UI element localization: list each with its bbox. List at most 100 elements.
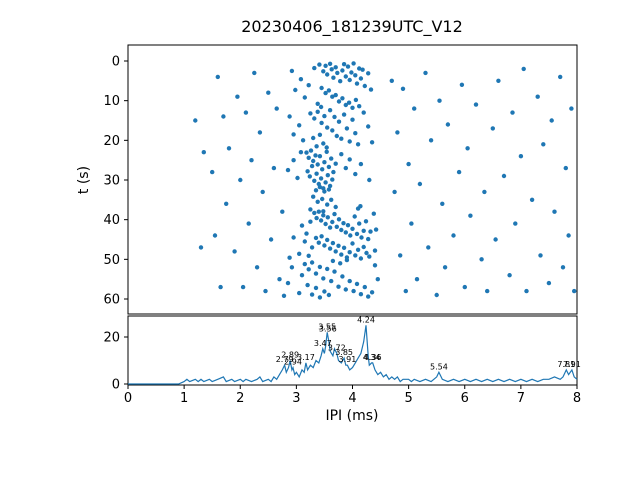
scatter-point <box>338 261 343 266</box>
scatter-point <box>212 233 218 238</box>
scatter-point <box>357 66 362 71</box>
scatter-point <box>368 87 374 92</box>
x-tick-label: 8 <box>573 391 581 406</box>
scatter-point <box>331 169 336 175</box>
scatter-point <box>406 161 411 167</box>
scatter-point <box>252 70 257 76</box>
scatter-point <box>210 169 215 175</box>
scatter-point <box>321 213 326 218</box>
scatter-point <box>313 188 319 193</box>
scatter-point <box>322 243 327 248</box>
scatter-point <box>361 244 366 250</box>
scatter-point <box>341 221 346 226</box>
peak-annotation: 4.34 <box>363 353 381 362</box>
scatter-point <box>329 278 334 284</box>
scatter-point <box>355 142 361 147</box>
y-axis-label: t (s) <box>76 166 92 194</box>
scatter-point <box>218 284 223 290</box>
scatter-point <box>327 108 333 113</box>
scatter-point <box>324 149 329 154</box>
scatter-point <box>465 146 470 151</box>
scatter-point <box>319 120 324 126</box>
scatter-point <box>306 155 311 160</box>
scatter-point <box>313 285 319 291</box>
scatter-point <box>246 221 251 226</box>
scatter-point <box>312 65 317 71</box>
scatter-point <box>327 246 333 251</box>
scatter-point <box>343 102 348 108</box>
scatter-point <box>327 225 333 230</box>
scatter-point <box>459 82 465 88</box>
scatter-point <box>332 114 337 120</box>
scatter-point <box>232 249 237 254</box>
peak-annotation: 2.79 <box>276 355 294 364</box>
x-tick-label: 5 <box>404 391 412 406</box>
scatter-point <box>490 126 495 131</box>
axis-ticks: 0 10 20 30 40 50 60 0 20 0 1 2 3 4 5 6 7 8 <box>103 55 581 407</box>
scatter-point <box>349 70 354 75</box>
scatter-point <box>340 274 345 279</box>
scatter-point <box>358 292 364 297</box>
scatter-point <box>297 123 302 128</box>
scatter-point <box>321 209 326 214</box>
scatter-point <box>333 249 338 254</box>
scatter-point <box>287 255 292 260</box>
scatter-point <box>372 248 378 253</box>
peak-annotations: 2.792.892.943.17 3.47 3.553.56 3.723.853.91… <box>276 315 581 371</box>
scatter-point <box>317 264 323 270</box>
scatter-point <box>326 88 332 93</box>
scatter-point <box>318 218 324 223</box>
scatter-point <box>361 228 366 233</box>
scatter-y-tick-label: 50 <box>103 253 120 268</box>
scatter-point <box>323 221 328 227</box>
scatter-point <box>367 254 372 259</box>
scatter-point <box>493 237 498 242</box>
scatter-point <box>354 281 360 287</box>
scatter-point <box>315 101 320 107</box>
scatter-point <box>316 209 321 214</box>
scatter-point <box>315 199 320 204</box>
scatter-point <box>312 178 317 183</box>
scatter-point <box>322 289 327 294</box>
scatter-point <box>351 288 356 294</box>
scatter-point <box>330 240 336 246</box>
scatter-y-tick-label: 30 <box>103 174 120 189</box>
scatter-point <box>338 79 343 84</box>
scatter-point <box>541 142 546 147</box>
scatter-point <box>529 197 535 202</box>
scatter-point <box>341 61 347 67</box>
scatter-point <box>318 176 324 181</box>
scatter-point <box>320 196 325 202</box>
scatter-point <box>546 280 552 286</box>
scatter-point <box>343 287 348 292</box>
x-axis-label: IPI (ms) <box>325 408 378 424</box>
scatter-point <box>326 292 332 298</box>
peak-annotation: 2.94 <box>284 358 302 367</box>
scatter-point <box>325 215 330 220</box>
scatter-point <box>333 161 338 166</box>
scatter-point <box>456 169 462 175</box>
scatter-point <box>330 219 335 225</box>
scatter-point <box>364 250 369 256</box>
scatter-point <box>302 95 307 100</box>
scatter-point <box>266 90 271 95</box>
scatter-point <box>249 158 254 163</box>
scatter-point <box>325 237 330 243</box>
scatter-point <box>560 265 566 270</box>
scatter-point <box>507 273 512 278</box>
scatter-point <box>353 253 358 258</box>
scatter-point <box>345 223 351 228</box>
scatter-point <box>311 158 316 164</box>
scatter-point <box>315 162 320 167</box>
scatter-point <box>339 136 344 141</box>
scatter-point <box>330 128 335 133</box>
scatter-point <box>330 177 335 182</box>
scatter-point <box>344 126 350 131</box>
scatter-point <box>563 165 568 171</box>
scatter-point <box>366 124 371 129</box>
scatter-point <box>201 150 206 155</box>
scatter-point <box>277 277 282 282</box>
scatter-point <box>323 180 328 185</box>
scatter-point <box>317 62 322 67</box>
scatter-point <box>271 165 277 171</box>
